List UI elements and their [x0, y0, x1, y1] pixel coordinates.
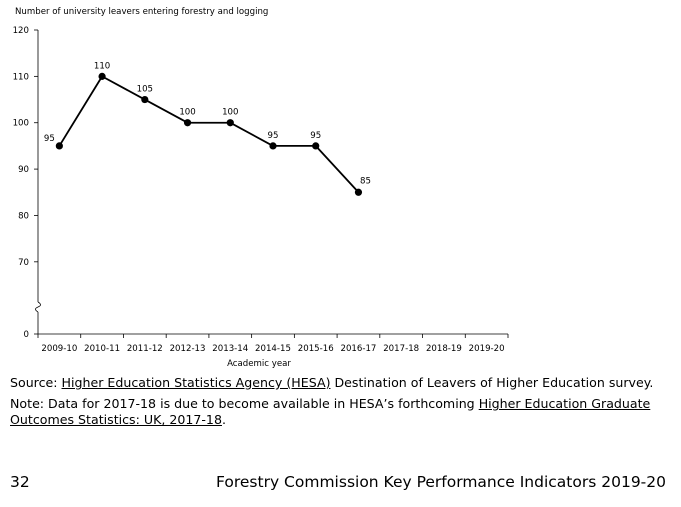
series-polyline — [58, 75, 360, 193]
line-chart: Number of university leavers entering fo… — [13, 7, 509, 369]
x-tick-label: 2014-15 — [255, 344, 291, 354]
source-suffix: Destination of Leavers of Higher Educati… — [330, 375, 654, 390]
x-tick-label: 2019-20 — [469, 344, 505, 354]
data-point — [98, 72, 106, 80]
y-tick-label: 70 — [18, 258, 29, 268]
data-label: 95 — [44, 134, 55, 144]
x-tick-label: 2011-12 — [127, 344, 163, 354]
data-point — [354, 188, 363, 196]
x-tick-label: 2018-19 — [426, 344, 462, 354]
y-tick-label: 80 — [18, 211, 29, 221]
data-point — [226, 119, 234, 127]
y-tick-label: 110 — [13, 72, 29, 82]
x-tick-label: 2009-10 — [41, 344, 77, 354]
chart-title: Number of university leavers entering fo… — [15, 7, 268, 17]
data-labels: 95 110 105 100 100 95 95 85 — [44, 61, 371, 186]
source-note: Source: Higher Education Statistics Agen… — [10, 374, 653, 392]
data-label: 105 — [137, 85, 153, 95]
outcomes-link-part2[interactable]: Outcomes Statistics: UK, 2017-18 — [10, 412, 222, 427]
x-tick-label: 2013-14 — [212, 344, 248, 354]
y-tick-label: 120 — [13, 26, 29, 36]
y-tick-label: 100 — [13, 119, 29, 129]
data-label: 100 — [222, 108, 238, 118]
source-prefix: Source: — [10, 375, 62, 390]
data-label: 85 — [360, 176, 371, 186]
x-tick-label: 2017-18 — [383, 344, 419, 354]
y-tick-label: 0 — [24, 330, 29, 340]
document-title: Forestry Commission Key Performance Indi… — [216, 473, 666, 491]
x-axis: 2009-10 2010-11 2011-12 2012-13 2013-14 2014-… — [37, 333, 509, 354]
x-tick-label: 2010-11 — [84, 344, 120, 354]
note-prefix: Note: Data for 2017-18 is due to become … — [10, 396, 479, 411]
series-line — [55, 72, 363, 196]
page-number: 32 — [10, 473, 30, 491]
x-tick-label: 2015-16 — [298, 344, 334, 354]
data-point — [269, 142, 277, 150]
outcomes-link-part1[interactable]: Higher Education Graduate — [478, 396, 651, 411]
y-tick-label: 90 — [18, 165, 29, 175]
x-axis-title: Academic year — [227, 359, 291, 369]
y-axis: 0 70 80 90 100 110 120 — [13, 26, 41, 340]
data-label: 95 — [310, 131, 321, 141]
hesa-link[interactable]: Higher Education Statistics Agency (HESA… — [61, 375, 331, 390]
x-tick-label: 2016-17 — [340, 344, 376, 354]
data-label: 110 — [94, 61, 110, 71]
data-point — [183, 119, 192, 127]
data-point — [141, 95, 149, 104]
y-axis-break — [35, 301, 41, 313]
data-label: 100 — [179, 108, 195, 118]
data-note-cont: Outcomes Statistics: UK, 2017-18. — [10, 411, 226, 429]
data-point — [55, 142, 63, 150]
data-label: 95 — [268, 131, 279, 141]
data-note: Note: Data for 2017-18 is due to become … — [10, 395, 650, 413]
data-point — [312, 142, 320, 150]
note-suffix: . — [221, 412, 226, 427]
x-tick-label: 2012-13 — [170, 344, 206, 354]
